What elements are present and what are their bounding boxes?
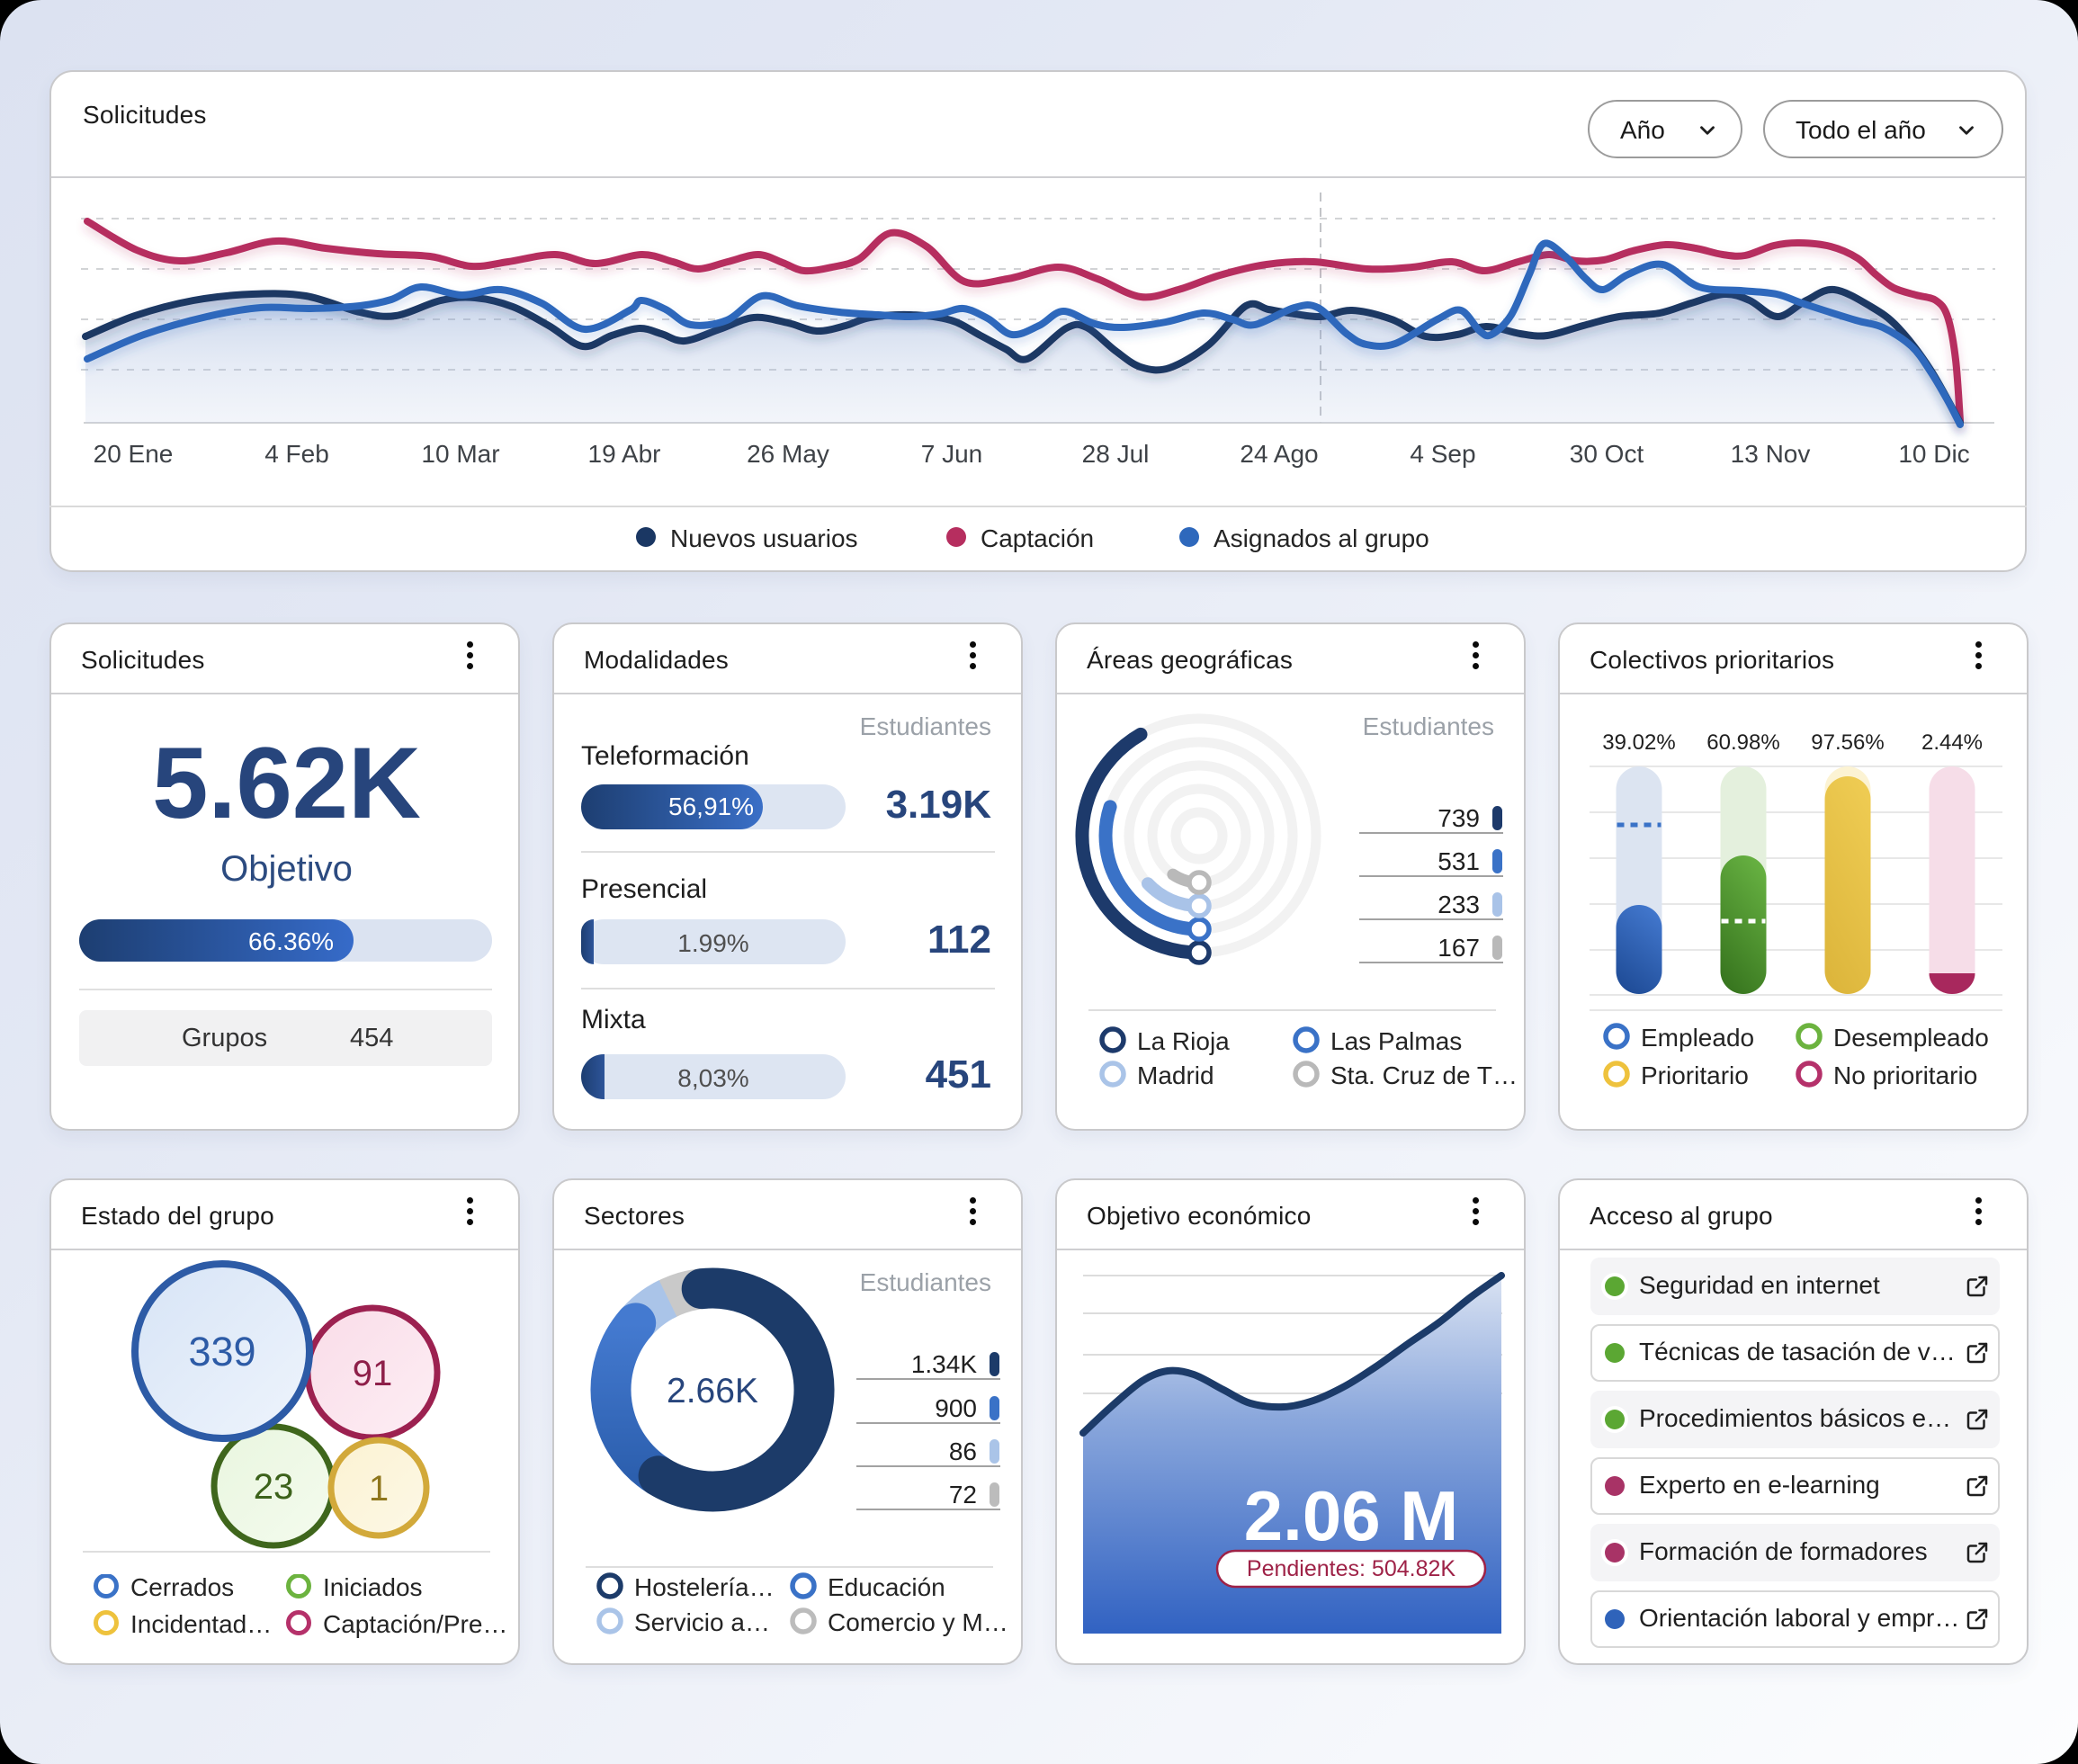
svg-text:167: 167 [1438,934,1480,962]
svg-text:Nuevos usuarios: Nuevos usuarios [670,524,858,552]
svg-text:13 Nov: 13 Nov [1731,440,1811,468]
svg-text:Iniciados: Iniciados [323,1574,423,1601]
svg-text:39.02%: 39.02% [1602,730,1675,755]
svg-text:2.44%: 2.44% [1921,730,1983,755]
svg-text:7 Jun: 7 Jun [921,440,983,468]
svg-text:Captación/Pre…: Captación/Pre… [323,1610,507,1638]
svg-text:Comercio y M…: Comercio y M… [828,1608,1008,1636]
svg-text:Captación: Captación [981,524,1094,552]
svg-text:2.06 M: 2.06 M [1244,1476,1458,1555]
svg-text:19 Abr: 19 Abr [588,440,661,468]
svg-text:Educación: Educación [828,1573,945,1601]
svg-text:91: 91 [353,1354,393,1393]
svg-text:60.98%: 60.98% [1706,730,1779,755]
svg-text:Desempleado: Desempleado [1833,1024,1989,1052]
svg-text:Asignados al grupo: Asignados al grupo [1214,524,1429,552]
svg-text:1: 1 [369,1469,389,1509]
svg-text:20 Ene: 20 Ene [94,440,174,468]
svg-text:233: 233 [1438,891,1480,918]
svg-text:28 Jul: 28 Jul [1082,440,1150,468]
svg-text:Servicio a…: Servicio a… [634,1608,770,1636]
svg-text:Sta. Cruz de T…: Sta. Cruz de T… [1330,1061,1518,1089]
svg-text:Pendientes: 504.82K: Pendientes: 504.82K [1247,1556,1455,1581]
svg-text:10 Mar: 10 Mar [421,440,499,468]
svg-text:1.34K: 1.34K [911,1350,977,1378]
svg-text:Cerrados: Cerrados [130,1574,234,1601]
svg-text:339: 339 [188,1329,255,1374]
svg-text:86: 86 [949,1437,977,1465]
svg-text:Prioritario: Prioritario [1641,1061,1749,1089]
svg-text:Las Palmas: Las Palmas [1330,1027,1462,1055]
svg-text:531: 531 [1438,847,1480,875]
svg-text:4 Feb: 4 Feb [264,440,329,468]
svg-text:10 Dic: 10 Dic [1898,440,1969,468]
svg-text:23: 23 [254,1467,294,1507]
svg-text:24 Ago: 24 Ago [1240,440,1318,468]
svg-text:No prioritario: No prioritario [1833,1061,1977,1089]
svg-text:4 Sep: 4 Sep [1410,440,1475,468]
svg-text:900: 900 [935,1394,977,1422]
svg-text:Empleado: Empleado [1641,1024,1754,1052]
svg-text:72: 72 [949,1481,977,1509]
svg-text:Incidentad…: Incidentad… [130,1610,272,1638]
svg-text:La Rioja: La Rioja [1137,1027,1230,1055]
svg-text:Hostelería…: Hostelería… [634,1573,775,1601]
svg-text:30 Oct: 30 Oct [1570,440,1644,468]
svg-text:97.56%: 97.56% [1811,730,1884,755]
svg-text:2.66K: 2.66K [667,1372,758,1410]
svg-text:Madrid: Madrid [1137,1061,1214,1089]
svg-text:739: 739 [1438,804,1480,832]
svg-text:26 May: 26 May [747,440,829,468]
